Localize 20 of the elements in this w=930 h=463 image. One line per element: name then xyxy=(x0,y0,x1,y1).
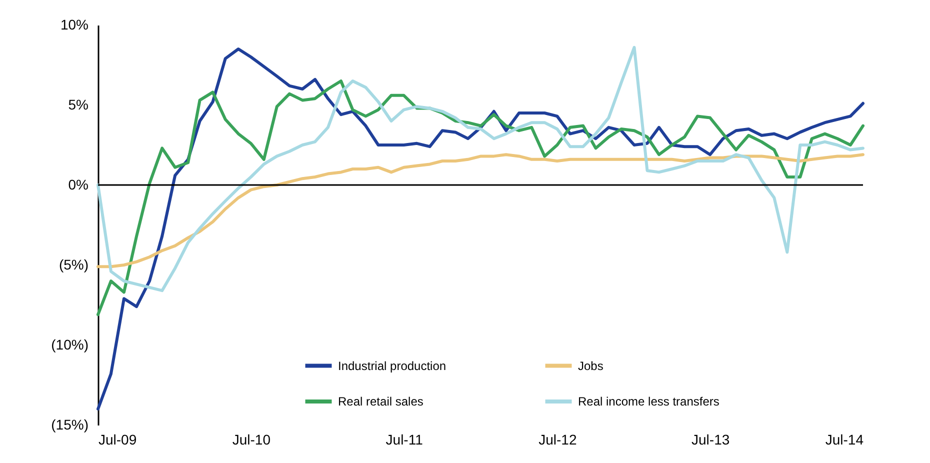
legend-label: Real income less transfers xyxy=(578,394,720,408)
legend-label: Real retail sales xyxy=(338,394,424,408)
line-series xyxy=(96,46,864,292)
x-tick-label: Jul-12 xyxy=(538,432,577,448)
legend-label: Jobs xyxy=(578,358,604,373)
y-tick-label: 0% xyxy=(68,176,88,192)
legend-label: Industrial production xyxy=(338,358,446,373)
line-series xyxy=(96,80,864,316)
y-tick-label: (10%) xyxy=(51,336,88,352)
line-series xyxy=(96,153,864,268)
y-tick-label: (5%) xyxy=(58,256,88,272)
x-tick-label: Jul-13 xyxy=(692,432,730,448)
y-tick-label: 10% xyxy=(60,16,88,32)
x-tick-label: Jul-11 xyxy=(386,432,424,448)
x-tick-label: Jul-10 xyxy=(232,432,271,448)
x-tick-label: Jul-09 xyxy=(98,432,137,448)
line-series xyxy=(96,48,864,410)
x-tick-label: Jul-14 xyxy=(825,432,864,448)
y-tick-label: 5% xyxy=(68,96,88,112)
y-tick-label: (15%) xyxy=(51,416,88,432)
